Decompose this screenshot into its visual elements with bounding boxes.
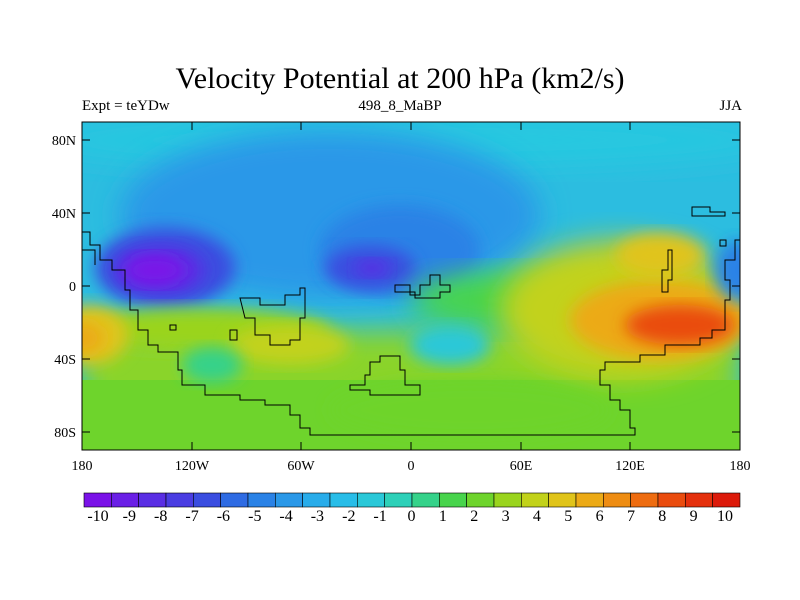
x-tick-label: 60W (287, 459, 315, 474)
colorbar-box (411, 492, 440, 508)
colorbar-box (493, 492, 522, 508)
x-tick-label: 0 (408, 459, 415, 474)
colorbar-label: 9 (689, 508, 698, 525)
y-tick-label: 40N (52, 207, 76, 222)
colorbar-label: 3 (501, 508, 510, 525)
colorbar-box (657, 492, 686, 508)
experiment-label: Expt = teYDw (82, 98, 170, 114)
colorbar-label: -7 (185, 508, 199, 525)
colorbar-box (575, 492, 604, 508)
colorbar-label: 8 (658, 508, 667, 525)
colorbar-box (630, 492, 659, 508)
colorbar-label: -8 (154, 508, 168, 525)
colorbar-box (111, 492, 139, 508)
colorbar-label: -5 (248, 508, 262, 525)
colorbar-label: -1 (373, 508, 387, 525)
x-tick-label: 120E (615, 459, 645, 474)
x-tick-label: 60E (510, 459, 533, 474)
colorbar-label: -9 (122, 508, 136, 525)
y-axis-ticks (82, 139, 740, 433)
colorbar-box (548, 492, 577, 508)
x-tick-label: 180 (72, 459, 93, 474)
colorbar-box (302, 492, 331, 508)
plot-title: Velocity Potential at 200 hPa (km2/s) (175, 62, 625, 95)
colorbar-box (712, 492, 741, 508)
coastlines (82, 206, 740, 436)
colorbar-label: 5 (564, 508, 573, 525)
colorbar-box (357, 492, 385, 508)
velocity-potential-field (82, 122, 740, 450)
colorbar-box (193, 492, 221, 508)
colorbar (83, 492, 741, 508)
colorbar-label: -6 (216, 508, 231, 525)
colorbar-box (685, 492, 713, 508)
colorbar-label: 4 (532, 508, 541, 525)
colorbar-label: -4 (279, 508, 293, 525)
colorbar-box (329, 492, 358, 508)
colorbar-label: -10 (87, 508, 109, 525)
y-tick-label: 80S (54, 426, 76, 441)
y-tick-label: 80N (52, 134, 76, 149)
colorbar-box (521, 492, 549, 508)
colorbar-box (439, 492, 467, 508)
colorbar-box (603, 492, 631, 508)
colorbar-box (384, 492, 413, 508)
colorbar-box (165, 492, 194, 508)
run-label: 498_8_MaBP (358, 98, 442, 114)
colorbar-label: 1 (438, 508, 447, 525)
colorbar-label: 10 (717, 508, 733, 525)
x-axis-ticks (191, 122, 631, 450)
colorbar-box (247, 492, 276, 508)
season-label: JJA (719, 98, 742, 114)
colorbar-label: 0 (407, 508, 416, 525)
y-tick-label: 0 (69, 280, 76, 295)
x-tick-label: 120W (175, 459, 210, 474)
colorbar-label: 7 (627, 508, 635, 525)
colorbar-label: -2 (342, 508, 356, 525)
colorbar-label: 2 (470, 508, 479, 525)
colorbar-label: -3 (310, 508, 325, 525)
x-tick-label: 180 (730, 459, 751, 474)
colorbar-label: 6 (595, 508, 604, 525)
y-tick-label: 40S (54, 353, 76, 368)
colorbar-box (138, 492, 167, 508)
colorbar-box (275, 492, 303, 508)
colorbar-box (83, 492, 112, 508)
colorbar-box (220, 492, 249, 508)
colorbar-box (466, 492, 495, 508)
